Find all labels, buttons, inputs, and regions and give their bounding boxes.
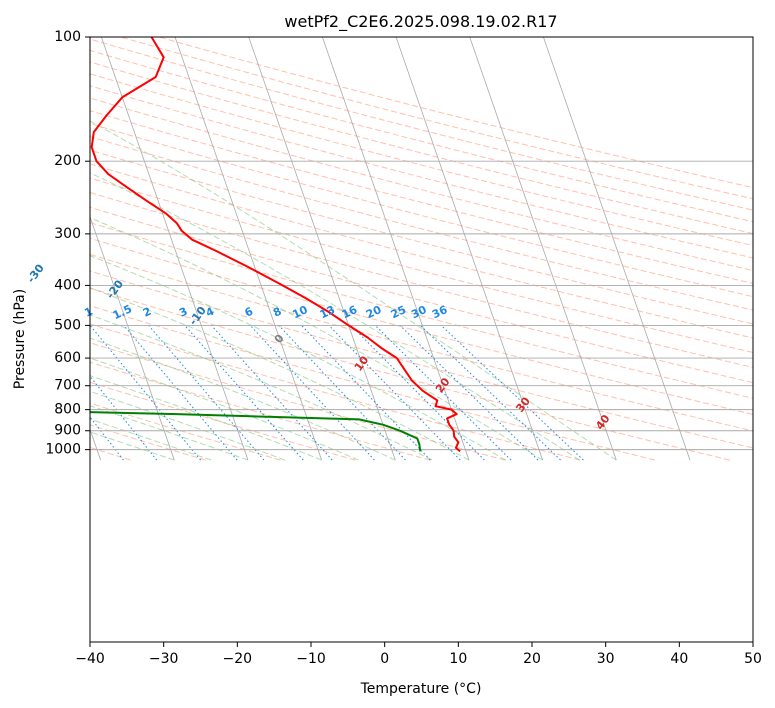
mixing-ratio-line xyxy=(123,325,238,461)
y-tick-label: 500 xyxy=(54,317,81,333)
y-tick-label: 800 xyxy=(54,402,81,418)
dry-adiabat xyxy=(90,85,753,259)
x-tick-label: 10 xyxy=(449,651,467,667)
mixing-ratio-line xyxy=(328,325,461,461)
dry-adiabat xyxy=(90,110,753,284)
moist-adiabat xyxy=(90,172,580,461)
moist-adiabat xyxy=(90,120,617,461)
x-tick-label: 50 xyxy=(744,651,762,667)
moist-adiabat xyxy=(90,431,175,461)
dry-adiabat xyxy=(90,305,656,461)
x-tick-label: 30 xyxy=(597,651,615,667)
moist-adiabat xyxy=(90,314,433,461)
mixing-ratio-line xyxy=(301,325,431,461)
dewpoint-line xyxy=(90,411,422,452)
dry-adiabat xyxy=(90,361,431,461)
temperature-line xyxy=(90,37,461,453)
dry-adiabat xyxy=(90,191,753,368)
isotherm xyxy=(395,37,544,461)
isotherm xyxy=(90,428,102,461)
y-tick-label: 1000 xyxy=(45,442,81,458)
dry-adiabat xyxy=(90,97,753,272)
dry-adiabat xyxy=(90,237,753,415)
moist-adiabat xyxy=(90,217,543,461)
dry-adiabat xyxy=(158,37,753,189)
y-tick-label: 900 xyxy=(54,423,81,439)
isotherm xyxy=(174,37,323,461)
dry-adiabat xyxy=(90,177,753,354)
isotherm xyxy=(542,37,691,461)
x-tick-label: 0 xyxy=(380,651,389,667)
x-tick-label: −20 xyxy=(223,651,253,667)
line-labels: -100-90-80-70-60-50-40-30-20-10010203040… xyxy=(24,261,613,432)
moist-adiabat xyxy=(90,390,285,461)
mixing-ratio-label: 16 xyxy=(340,303,360,321)
mixing-ratio-label: 20 xyxy=(364,303,384,321)
dry-adiabat xyxy=(90,222,753,399)
mixing-ratio-line xyxy=(278,325,406,461)
dry-adiabat xyxy=(90,38,753,211)
dry-adiabat xyxy=(90,149,753,325)
mixing-ratio-label: 13 xyxy=(318,303,337,321)
mixing-ratio-label: 4 xyxy=(204,305,217,320)
mixing-ratio-label: 6 xyxy=(243,305,256,320)
mixing-ratio-label: 25 xyxy=(389,303,408,321)
mixing-ratio-label: 30 xyxy=(409,303,429,321)
mixing-ratio-line xyxy=(420,325,561,461)
isotherm xyxy=(321,37,470,461)
y-tick-label: 700 xyxy=(54,378,81,394)
isotherm xyxy=(90,215,175,461)
x-tick-label: −10 xyxy=(296,651,326,667)
y-tick-label: 600 xyxy=(54,350,81,366)
profile-lines xyxy=(90,37,461,453)
dry-adiabat xyxy=(90,342,506,461)
dry-adiabat xyxy=(90,61,753,235)
x-tick-label: −40 xyxy=(75,651,105,667)
mixing-ratio-line xyxy=(148,325,265,461)
y-tick-label: 100 xyxy=(54,29,81,45)
dry-adiabat xyxy=(90,49,753,223)
mixing-ratio-line xyxy=(399,325,539,461)
dry-adiabat xyxy=(90,136,753,311)
y-axis-label: Pressure (hPa) xyxy=(12,289,28,389)
x-tick-label: 40 xyxy=(670,651,688,667)
isotherm xyxy=(248,37,396,461)
isotherm-label: 30 xyxy=(513,395,533,415)
mixing-ratio-line xyxy=(184,325,304,461)
mixing-ratio-label: 1 xyxy=(82,305,94,320)
dry-adiabat xyxy=(90,287,731,461)
dry-adiabat xyxy=(90,206,753,384)
isotherm-label: -30 xyxy=(24,261,47,285)
isotherm xyxy=(469,37,617,461)
x-axis-label: Temperature (°C) xyxy=(360,681,482,697)
mixing-ratio-line xyxy=(249,325,375,461)
mixing-ratio-line xyxy=(90,416,124,461)
axis-ticks: −40 −30 −20 −10 0 10 20 30 40 5010020030040050060… xyxy=(45,29,762,667)
isotherm-label: 40 xyxy=(593,412,613,432)
y-tick-label: 200 xyxy=(54,153,81,169)
mixing-ratio-line xyxy=(90,375,158,461)
mixing-ratio-line xyxy=(440,325,584,461)
chart-title: wetPf2_C2E6.2025.098.19.02.R17 xyxy=(284,12,557,32)
plot-frame xyxy=(89,36,754,643)
isotherm-label: 0 xyxy=(272,332,287,346)
isotherm xyxy=(0,37,27,460)
isotherm xyxy=(100,37,249,461)
x-tick-label: 20 xyxy=(523,651,541,667)
y-tick-label: 400 xyxy=(54,277,81,293)
mixing-ratio-label: 10 xyxy=(290,303,310,321)
x-tick-label: −30 xyxy=(149,651,179,667)
dry-adiabat xyxy=(90,323,581,461)
y-tick-label: 300 xyxy=(54,226,81,242)
mixing-ratio-line xyxy=(90,325,201,461)
isotherm-label: 20 xyxy=(433,375,453,395)
mixing-ratio-label: 1.5 xyxy=(111,302,134,322)
dry-adiabat xyxy=(90,446,131,461)
mixing-ratio-label: 8 xyxy=(271,305,283,320)
background-lines xyxy=(0,37,753,461)
mixing-ratio-label: 36 xyxy=(430,303,450,321)
